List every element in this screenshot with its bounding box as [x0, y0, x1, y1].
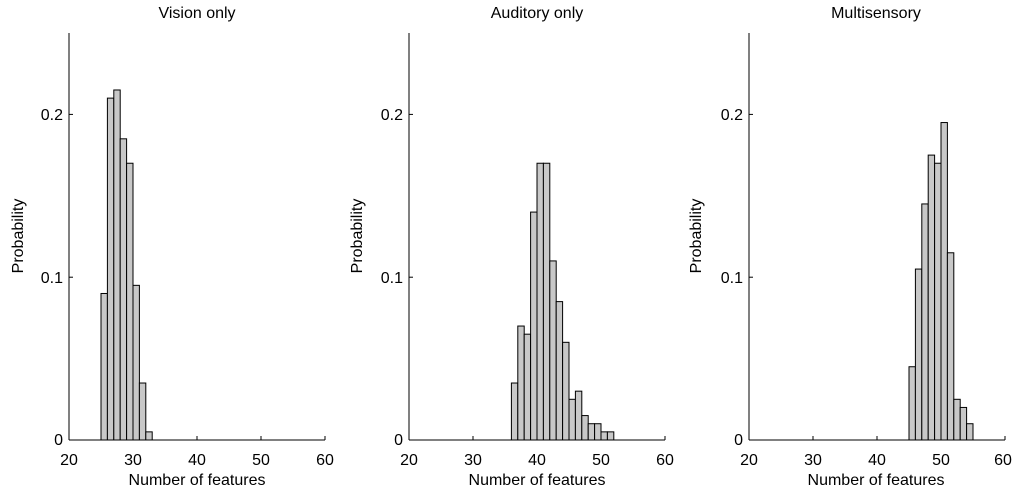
histogram-bar [562, 341, 570, 441]
panel-title: Multisensory [831, 5, 921, 22]
x-tick-label: 20 [60, 452, 78, 469]
histogram-bar [940, 122, 948, 441]
histogram-bar [106, 97, 115, 441]
x-tick-label: 60 [316, 452, 334, 469]
x-tick-label: 20 [740, 452, 758, 469]
x-tick-label: 40 [528, 452, 546, 469]
histogram-bar [927, 154, 936, 441]
x-tick-label: 60 [994, 452, 1012, 469]
y-axis-title: Probability [688, 199, 705, 274]
x-tick-label: 60 [656, 452, 674, 469]
histogram-bar [138, 382, 147, 441]
y-tick-label: 0.2 [41, 107, 63, 124]
x-tick-label: 30 [124, 452, 142, 469]
histogram-bar [555, 301, 564, 441]
y-tick-label: 0 [394, 432, 403, 449]
panel-auditory-only: Auditory only 20 30 40 50 60 0 0.1 0.2 N… [349, 5, 674, 489]
histogram-bar [581, 415, 589, 441]
x-tick-label: 50 [592, 452, 610, 469]
histogram-bar [959, 406, 968, 441]
histogram-bar [600, 431, 608, 441]
y-tick-label: 0.1 [721, 270, 743, 287]
histogram-bar [953, 398, 961, 441]
x-tick-labels: 20 30 40 50 60 [740, 452, 1012, 469]
plot-area [68, 33, 326, 441]
plot-area [748, 33, 1006, 441]
y-axis-title: Probability [349, 199, 366, 274]
histogram-bar [574, 390, 583, 441]
histogram-bar [523, 333, 532, 441]
histogram-bar [542, 162, 551, 441]
y-tick-label: 0.2 [381, 107, 403, 124]
panel-vision-only: Vision only 20 30 40 50 60 0 0.1 0.2 Num… [10, 5, 334, 489]
x-tick-label: 50 [252, 452, 270, 469]
plot-area [408, 33, 666, 441]
histogram-bar [100, 292, 108, 441]
histogram-bar [510, 382, 519, 441]
y-tick-label: 0.1 [41, 270, 63, 287]
y-tick-label: 0.1 [381, 270, 403, 287]
histogram-bar [126, 162, 134, 441]
x-tick-label: 30 [464, 452, 482, 469]
y-tick-labels: 0 0.1 0.2 [41, 107, 63, 449]
y-tick-label: 0 [734, 432, 743, 449]
histogram-bar [908, 366, 916, 441]
y-axis-title: Probability [10, 199, 27, 274]
x-tick-labels: 20 30 40 50 60 [60, 452, 334, 469]
x-tick-label: 50 [932, 452, 950, 469]
histogram-bar [921, 203, 929, 441]
y-tick-label: 0.2 [721, 107, 743, 124]
x-tick-label: 30 [804, 452, 822, 469]
y-tick-labels: 0 0.1 0.2 [721, 107, 743, 449]
x-tick-label: 40 [188, 452, 206, 469]
histogram-bar [934, 162, 942, 441]
panel-title: Vision only [158, 5, 235, 22]
panel-title: Auditory only [491, 5, 584, 22]
histogram-bar [914, 268, 923, 441]
histogram-bar [568, 398, 576, 441]
histogram-bar [549, 260, 557, 441]
histogram-bar [132, 284, 140, 441]
x-axis-title: Number of features [129, 472, 266, 489]
histogram-bar [606, 431, 615, 441]
histogram-bar [946, 252, 955, 441]
x-tick-label: 20 [400, 452, 418, 469]
histogram-bar [119, 138, 128, 441]
histogram-bar [966, 423, 974, 441]
histogram-bar [530, 211, 538, 441]
x-axis-title: Number of features [469, 472, 606, 489]
histogram-bar [113, 89, 121, 441]
histogram-bar [145, 431, 153, 441]
x-axis-title: Number of features [808, 472, 945, 489]
y-tick-labels: 0 0.1 0.2 [381, 107, 403, 449]
y-tick-label: 0 [54, 432, 63, 449]
histogram-bar [536, 162, 544, 441]
x-tick-label: 40 [868, 452, 886, 469]
x-tick-labels: 20 30 40 50 60 [400, 452, 674, 469]
panel-multisensory: Multisensory 20 30 40 50 60 0 0.1 0.2 Nu… [688, 5, 1012, 489]
histogram-bar [517, 325, 525, 441]
histogram-bar [587, 423, 596, 441]
histogram-bar [594, 423, 602, 441]
